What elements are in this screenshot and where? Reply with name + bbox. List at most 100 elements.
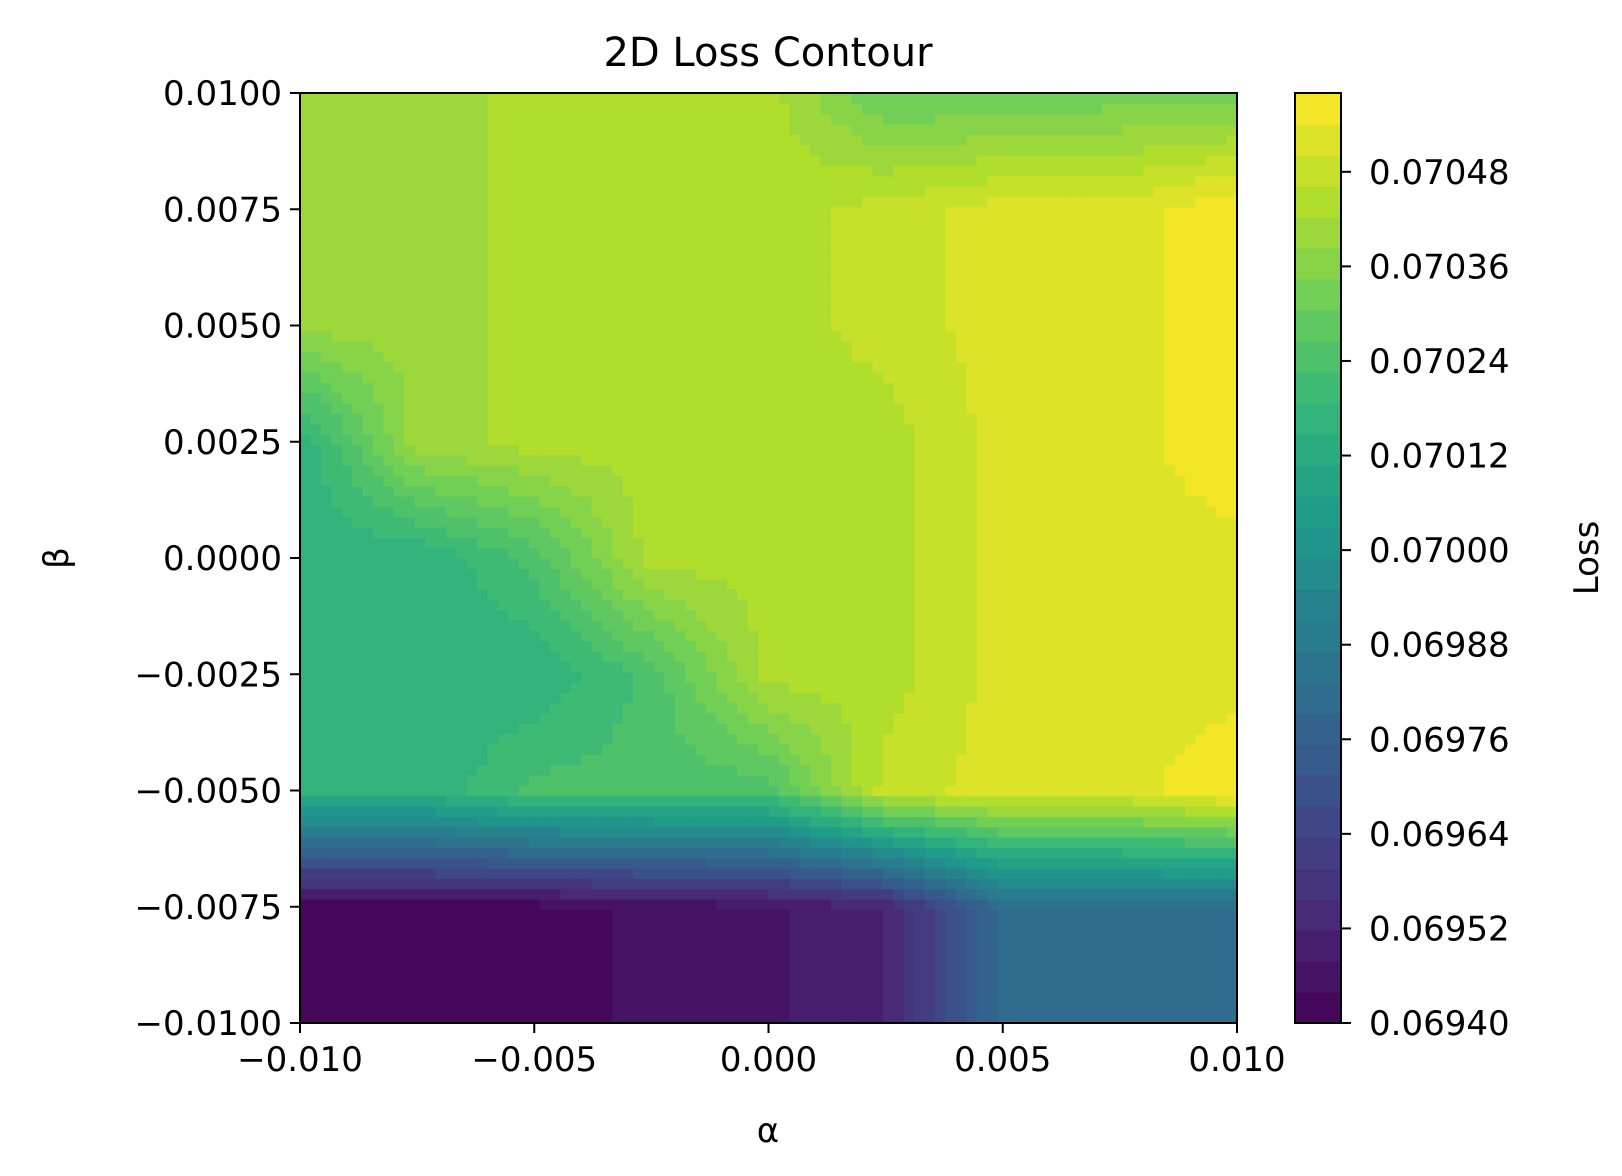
contour-cell <box>935 899 947 910</box>
contour-cell <box>445 837 457 848</box>
contour-cell <box>341 878 353 890</box>
contour-cell <box>435 558 447 569</box>
contour-cell <box>810 754 822 766</box>
contour-cell <box>768 589 780 600</box>
contour-cell <box>716 857 728 869</box>
contour-cell <box>935 661 947 673</box>
contour-cell <box>1060 1002 1072 1014</box>
contour-cell <box>633 496 645 507</box>
contour-cell <box>393 568 405 580</box>
contour-cell <box>1039 630 1051 642</box>
contour-cell <box>1132 981 1144 993</box>
contour-cell <box>1080 868 1092 879</box>
contour-cell <box>622 1002 634 1014</box>
contour-cell <box>778 847 790 859</box>
contour-cell <box>1018 919 1030 931</box>
contour-cell <box>1049 1012 1061 1023</box>
contour-cell <box>851 795 863 807</box>
contour-cell <box>549 475 561 487</box>
contour-cell <box>1007 609 1019 621</box>
contour-cell <box>893 961 905 972</box>
contour-cell <box>456 971 468 983</box>
contour-cell <box>1070 1012 1082 1023</box>
contour-cell <box>393 826 405 838</box>
contour-cell <box>664 547 676 559</box>
contour-cell <box>352 909 364 921</box>
contour-cell <box>1007 795 1019 807</box>
contour-cell <box>997 485 1009 497</box>
contour-cell <box>695 940 707 952</box>
contour-cell <box>903 992 915 1003</box>
contour-cell <box>893 816 905 828</box>
contour-cell <box>1184 485 1196 497</box>
contour-cell <box>487 992 499 1003</box>
contour-cell <box>529 723 541 735</box>
contour-cell <box>414 981 426 993</box>
contour-cell <box>1195 475 1207 487</box>
contour-cell <box>1028 692 1040 704</box>
contour-cell <box>830 475 842 487</box>
contour-cell <box>612 795 624 807</box>
contour-cell <box>1039 692 1051 704</box>
contour-cell <box>976 775 988 786</box>
contour-cell <box>341 527 353 538</box>
contour-cell <box>622 785 634 797</box>
contour-cell <box>747 692 759 704</box>
contour-cell <box>352 992 364 1003</box>
contour-cell <box>1028 919 1040 931</box>
contour-cell <box>529 506 541 518</box>
contour-cell <box>393 578 405 590</box>
contour-cell <box>497 981 509 993</box>
contour-cell <box>320 651 332 662</box>
contour-cell <box>1060 754 1072 766</box>
contour-cell <box>674 609 686 621</box>
contour-cell <box>310 630 322 642</box>
contour-cell <box>737 744 749 755</box>
contour-cell <box>570 671 582 683</box>
contour-cell <box>404 1012 416 1023</box>
contour-cell <box>414 620 426 631</box>
contour-cell <box>1184 516 1196 528</box>
contour-cell <box>1007 816 1019 828</box>
contour-cell <box>487 454 499 466</box>
contour-cell <box>1143 888 1155 900</box>
contour-cell <box>674 702 686 714</box>
contour-cell <box>300 795 312 807</box>
contour-cell <box>456 940 468 952</box>
contour-cell <box>1112 568 1124 580</box>
contour-cell <box>320 795 332 807</box>
contour-cell <box>560 475 572 487</box>
contour-cell <box>1195 527 1207 538</box>
contour-cell <box>331 837 343 848</box>
contour-cell <box>1143 454 1155 466</box>
contour-cell <box>508 806 520 817</box>
contour-cell <box>1164 785 1176 797</box>
contour-cell <box>424 713 436 724</box>
contour-cell <box>685 692 697 704</box>
contour-cell <box>591 454 603 466</box>
contour-cell <box>883 527 895 538</box>
contour-cell <box>539 620 551 631</box>
contour-cell <box>1018 723 1030 735</box>
contour-cell <box>716 589 728 600</box>
contour-cell <box>508 609 520 621</box>
contour-cell <box>362 682 374 693</box>
contour-cell <box>924 475 936 487</box>
contour-cell <box>414 1012 426 1023</box>
contour-cell <box>799 527 811 538</box>
contour-cell <box>810 599 822 611</box>
contour-cell <box>862 485 874 497</box>
contour-cell <box>841 713 853 724</box>
contour-cell <box>997 527 1009 538</box>
contour-cell <box>581 857 593 869</box>
contour-cell <box>1039 568 1051 580</box>
contour-cell <box>435 981 447 993</box>
contour-cell <box>1018 671 1030 683</box>
contour-cell <box>352 744 364 755</box>
contour-cell <box>352 961 364 972</box>
contour-cell <box>487 589 499 600</box>
contour-cell <box>653 671 665 683</box>
contour-cell <box>1112 671 1124 683</box>
contour-cell <box>851 527 863 538</box>
contour-cell <box>1039 919 1051 931</box>
